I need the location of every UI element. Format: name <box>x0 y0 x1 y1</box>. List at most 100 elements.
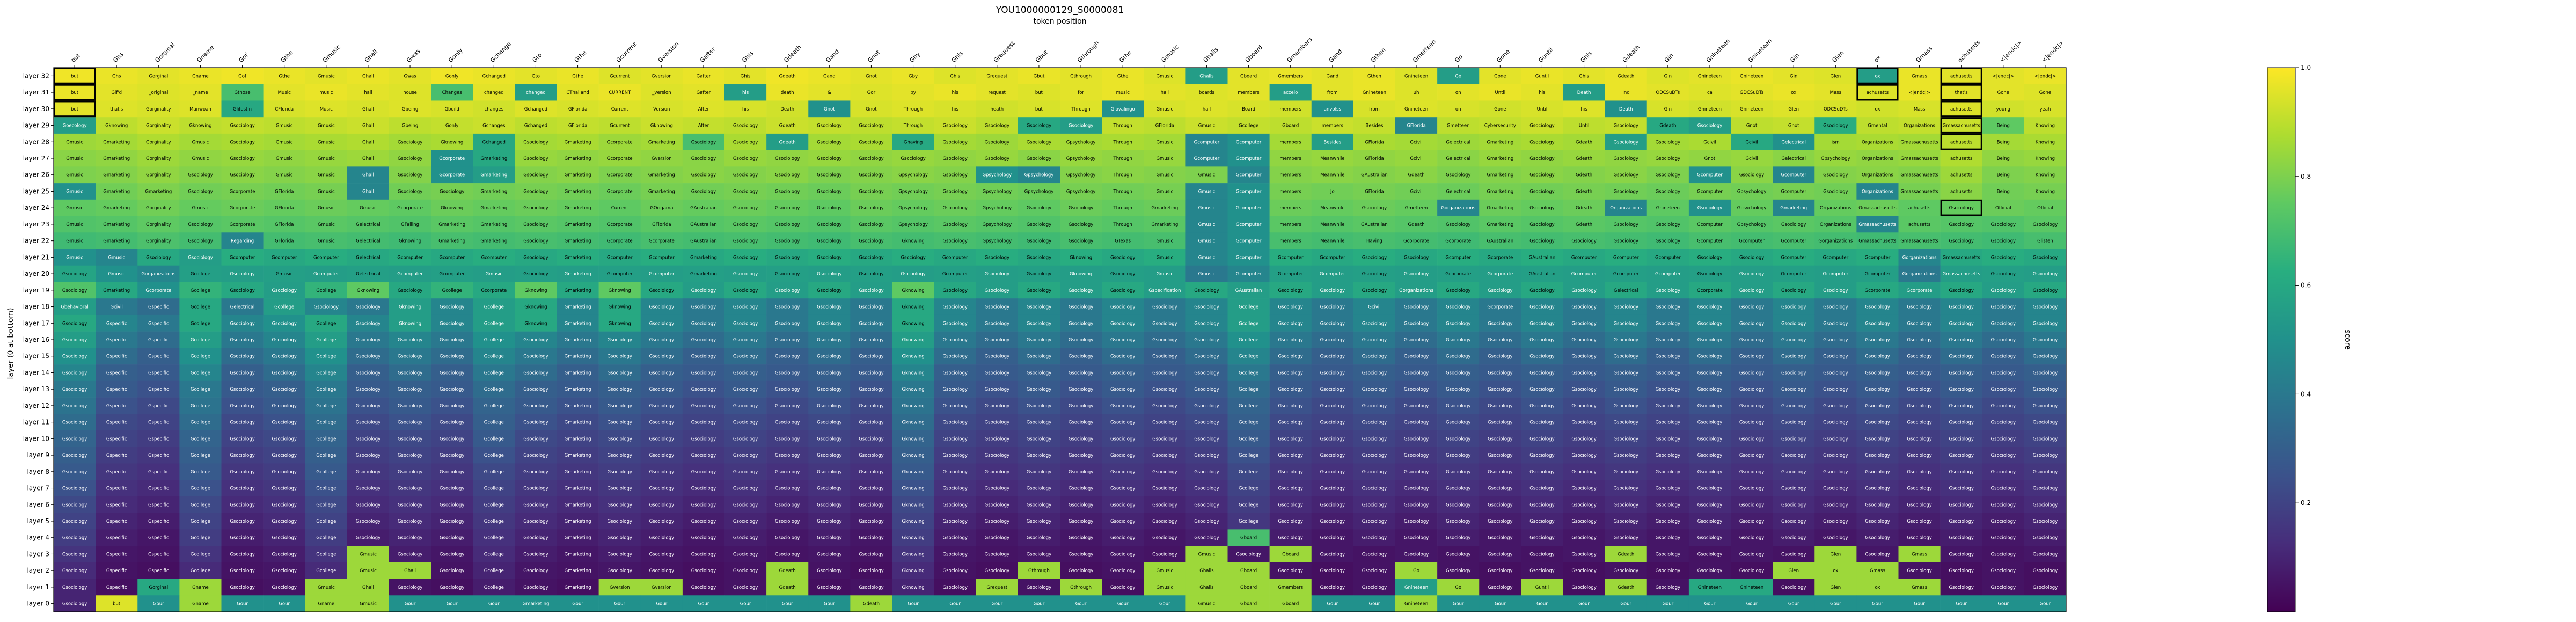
cell-label: Knowing <box>2036 123 2055 129</box>
cell-label: Changes <box>442 90 463 96</box>
cell-label: Gmusic <box>192 140 209 145</box>
cell-label: Gsociology <box>1362 338 1387 343</box>
cell-label: Gcorporate <box>230 189 255 194</box>
heatmap-cell <box>1185 68 1228 85</box>
cell-label: Gsociology <box>985 568 1009 574</box>
heatmap-cell <box>137 150 180 167</box>
heatmap-cell <box>1269 232 1312 250</box>
cell-label: Gsociology <box>859 255 883 260</box>
cell-label: Gmarketing <box>103 288 130 294</box>
cell-label: Gsociology <box>1027 338 1051 343</box>
cell-label: Gcorporate <box>1907 288 1933 294</box>
cell-label: members <box>1280 222 1302 228</box>
cell-label: Gversion <box>652 156 672 162</box>
cell-label: GAustralian <box>690 222 717 228</box>
cell-label: Gsociology <box>1656 536 1680 541</box>
cell-label: Gsociology <box>1488 502 1512 508</box>
heatmap-cell <box>473 68 515 85</box>
heatmap-cell <box>305 183 348 200</box>
heatmap-cell <box>1898 133 1941 150</box>
heatmap-cell <box>96 100 138 118</box>
cell-label: Gsociology <box>1362 404 1387 409</box>
cell-label: Gcollege <box>484 387 504 392</box>
cell-label: Organizations <box>1610 206 1642 211</box>
cell-label: Gsociology <box>1865 552 1890 557</box>
cell-label: Gsociology <box>1194 354 1219 360</box>
cell-label: Gsociology <box>1362 370 1387 376</box>
cell-label: Mass <box>1914 107 1926 112</box>
cell-label: Gspecific <box>106 502 127 508</box>
heatmap-cell <box>640 68 683 85</box>
heatmap-cell <box>1521 84 1563 101</box>
cell-label: Gsociology <box>188 239 213 244</box>
cell-label: Gcollege <box>1239 404 1258 409</box>
cell-label: Gsociology <box>775 321 800 326</box>
cell-label: Gcomputer <box>1865 255 1891 260</box>
cell-label: Gsociology <box>1194 453 1219 458</box>
y-tick-label: layer 32 <box>23 72 49 79</box>
cell-label: Gbut <box>1034 74 1045 79</box>
cell-label: Gcomputer <box>313 255 339 260</box>
cell-label: Gmass <box>1912 74 1928 79</box>
cell-label: Gone <box>2039 90 2051 96</box>
cell-label: Gmarketing <box>565 305 591 310</box>
cell-label: Gsociology <box>1656 370 1680 376</box>
cell-label: Gnineteen <box>1740 107 1763 112</box>
x-tick-label: Gand <box>1328 48 1344 64</box>
cell-label: Gsociology <box>1656 470 1680 475</box>
heatmap-cell <box>1521 183 1563 200</box>
heatmap-cell <box>515 216 557 233</box>
heatmap-cells <box>54 68 2067 612</box>
heatmap-cell <box>1856 249 1899 266</box>
heatmap-cell <box>598 166 641 184</box>
cell-label: Gcollege <box>316 338 336 343</box>
heatmap-cell <box>2024 68 2067 85</box>
y-tick-label: layer 29 <box>23 122 49 129</box>
heatmap-cell <box>54 232 96 250</box>
cell-label: Gmarketing <box>565 321 591 326</box>
cell-label: Gsociology <box>1781 222 1806 228</box>
heatmap-cell <box>1018 249 1060 266</box>
cell-label: Gsociology <box>1697 502 1722 508</box>
cell-label: Gcollege <box>191 338 210 343</box>
cell-label: Gsociology <box>942 585 967 590</box>
cell-label: Gversion <box>652 74 672 79</box>
cell-label: achusetts <box>1950 107 1973 112</box>
heatmap-cell <box>1269 68 1312 85</box>
cell-label: Gmusic <box>192 156 209 162</box>
cell-label: Gcollege <box>191 354 210 360</box>
cell-label: Gsociology <box>1529 305 1554 310</box>
cell-label: Gsociology <box>1613 354 1638 360</box>
heatmap-cell <box>2024 199 2067 216</box>
heatmap-cell <box>431 166 473 184</box>
y-tick-label: layer 11 <box>23 419 49 426</box>
cell-label: Gmarketing <box>522 602 549 607</box>
cell-label: Gsociology <box>1069 519 1093 524</box>
cell-label: Gelectrical <box>1781 156 1806 162</box>
cell-label: Gsociology <box>942 123 967 129</box>
heatmap-cell <box>54 133 96 150</box>
cell-label: Gsociology <box>1404 470 1429 475</box>
y-tick-label: layer 19 <box>23 287 49 294</box>
cell-label: achusetts <box>1950 189 1973 194</box>
heatmap-cell <box>1898 216 1941 233</box>
cell-label: Gmarketing <box>103 156 130 162</box>
cell-label: Gmusic <box>360 206 377 211</box>
cell-label: Gsociology <box>1613 436 1638 442</box>
heatmap-cell <box>179 100 222 118</box>
cell-label: Gpsychology <box>1024 189 1054 194</box>
cell-label: Gsociology <box>230 502 254 508</box>
cell-label: Gsociology <box>1991 387 2016 392</box>
heatmap-cell <box>976 150 1019 167</box>
cell-label: Gsociology <box>1697 404 1722 409</box>
cell-label: Gsociology <box>1446 502 1470 508</box>
chart-title: YOU1000000129_S0000081 <box>996 5 1124 16</box>
cell-label: ox <box>1833 568 1838 574</box>
cell-label: Gcollege <box>316 536 336 541</box>
cell-label: Gcollege <box>191 519 210 524</box>
cell-label: Gsociology <box>1991 436 2016 442</box>
heatmap-cell <box>221 249 264 266</box>
cell-label: Gmarketing <box>565 255 591 260</box>
cell-label: Gorganizations <box>1902 272 1937 277</box>
cell-label: Gsociology <box>356 436 380 442</box>
